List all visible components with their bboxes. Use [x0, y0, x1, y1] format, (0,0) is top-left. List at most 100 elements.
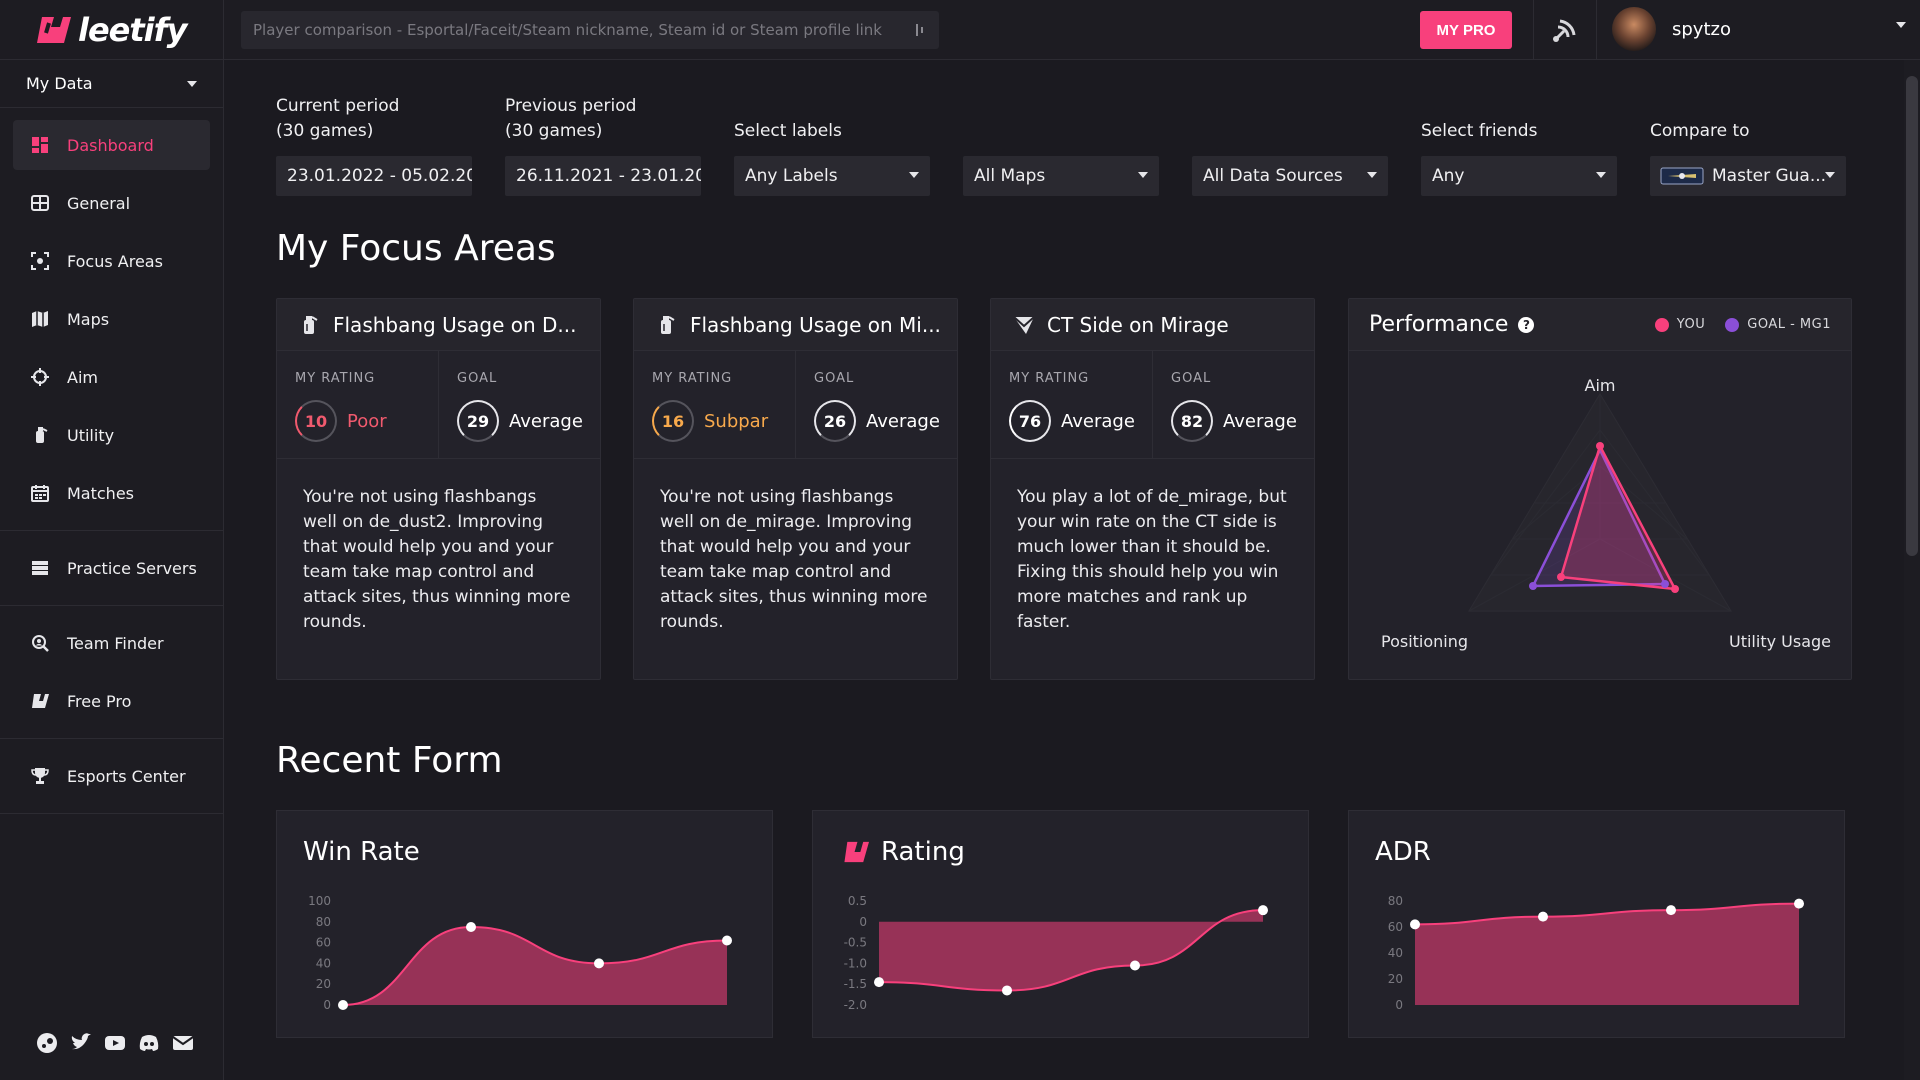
- y-tick-label: 0.5: [848, 894, 867, 908]
- username: spytzo: [1672, 18, 1731, 40]
- my-rating-label: MY RATING: [652, 371, 733, 386]
- my-data-selector[interactable]: My Data: [0, 60, 223, 108]
- leetify-logo-icon: [37, 16, 71, 43]
- goal-label: GOAL: [1171, 371, 1212, 386]
- avatar: [1612, 7, 1656, 51]
- sidebar-item-esports-center[interactable]: Esports Center: [13, 751, 210, 801]
- data-point[interactable]: [1258, 905, 1268, 916]
- twitter-icon[interactable]: [70, 1032, 92, 1054]
- data-point[interactable]: [338, 1000, 348, 1010]
- y-tick-label: -1.0: [844, 956, 867, 970]
- data-point[interactable]: [1666, 905, 1676, 916]
- current-period-input[interactable]: 23.01.2022 - 05.02.2022: [276, 156, 472, 196]
- current-period-filter: Current period (30 games) 23.01.2022 - 0…: [276, 96, 472, 196]
- legend-goal: GOAL - MG1: [1747, 317, 1831, 332]
- sources-select[interactable]: All Data Sources: [1192, 156, 1388, 196]
- sidebar-item-dashboard[interactable]: Dashboard: [13, 120, 210, 170]
- page-scrollbar[interactable]: [1904, 60, 1920, 1080]
- data-point[interactable]: [1410, 919, 1420, 930]
- mail-icon[interactable]: [172, 1032, 194, 1054]
- you-point-utility: [1671, 585, 1679, 593]
- my-rating-value: 10: [304, 411, 328, 431]
- map-icon: [32, 311, 48, 327]
- friends-select[interactable]: Any: [1421, 156, 1617, 196]
- sidebar-item-aim[interactable]: Aim: [13, 352, 210, 402]
- flashbang-icon: [304, 315, 318, 334]
- sidebar-item-practice-servers[interactable]: Practice Servers: [13, 543, 210, 593]
- data-point[interactable]: [1130, 960, 1140, 971]
- help-icon[interactable]: ?: [1518, 316, 1535, 333]
- focus-card-title: Flashbang Usage on D...: [333, 312, 577, 337]
- radar-axis-aim: Aim: [1585, 376, 1616, 395]
- goal-value: 29: [466, 411, 490, 431]
- labels-select[interactable]: Any Labels: [734, 156, 930, 196]
- logo[interactable]: leetify: [0, 0, 223, 60]
- sidebar-item-matches[interactable]: Matches: [13, 468, 210, 518]
- current-period-label: Current period: [276, 96, 400, 116]
- y-tick-label: 0: [1395, 998, 1403, 1012]
- friends-value: Any: [1432, 166, 1465, 186]
- my-pro-button[interactable]: MY PRO: [1420, 11, 1512, 49]
- y-tick-label: -2.0: [844, 998, 867, 1012]
- user-menu-chevron-icon[interactable]: [1896, 22, 1906, 28]
- focus-card-title: CT Side on Mirage: [1047, 312, 1229, 337]
- sidebar-item-focus-areas[interactable]: Focus Areas: [13, 236, 210, 286]
- current-period-games: (30 games): [276, 121, 374, 141]
- data-point[interactable]: [1002, 985, 1012, 996]
- chevron-down-icon: [1138, 172, 1148, 178]
- grenade-icon: [36, 427, 48, 443]
- maps-value: All Maps: [974, 166, 1046, 186]
- current-period-value: 23.01.2022 - 05.02.2022: [287, 166, 472, 186]
- compare-select[interactable]: Master Gua...: [1650, 156, 1846, 196]
- focus-card[interactable]: Flashbang Usage on Mi... MY RATING 16 Su…: [633, 298, 958, 680]
- scrollbar-thumb[interactable]: [1906, 76, 1918, 556]
- search-input[interactable]: [253, 21, 915, 39]
- sidebar-item-label: Esports Center: [67, 766, 186, 786]
- focus-card[interactable]: Flashbang Usage on D... MY RATING 10 Poo…: [276, 298, 601, 680]
- sidebar-item-label: Utility: [67, 425, 115, 445]
- player-search[interactable]: [241, 11, 939, 49]
- you-polygon: [1559, 442, 1678, 591]
- sidebar-item-utility[interactable]: Utility: [13, 410, 210, 460]
- data-point[interactable]: [1794, 898, 1804, 909]
- goal-point-positioning: [1529, 582, 1537, 590]
- previous-period-input[interactable]: 26.11.2021 - 23.01.2022: [505, 156, 701, 196]
- sidebar-item-maps[interactable]: Maps: [13, 294, 210, 344]
- data-point[interactable]: [594, 958, 604, 969]
- discord-icon[interactable]: [138, 1032, 160, 1054]
- sidebar-item-team-finder[interactable]: Team Finder: [13, 618, 210, 668]
- data-point[interactable]: [874, 977, 884, 988]
- youtube-icon[interactable]: [104, 1032, 126, 1054]
- nav-group: Team Finder Free Pro: [0, 606, 223, 739]
- y-tick-label: 80: [316, 915, 331, 929]
- series-area: [1415, 903, 1799, 1005]
- data-point[interactable]: [722, 935, 732, 946]
- series-area: [343, 927, 727, 1005]
- focus-card[interactable]: CT Side on Mirage MY RATING 76 Average G…: [990, 298, 1315, 680]
- nav-group: Dashboard General Focus Areas Maps Aim Utilit…: [0, 108, 223, 531]
- trophy-icon: [31, 768, 49, 784]
- recent-form-chart: 80 60 40 20 0: [1388, 894, 1804, 1012]
- live-feed-button[interactable]: [1533, 0, 1597, 60]
- brand-name: leetify: [78, 10, 187, 49]
- data-point[interactable]: [466, 922, 476, 932]
- friends-label: Select friends: [1421, 121, 1538, 141]
- goal-label: GOAL: [814, 371, 855, 386]
- data-point[interactable]: [1538, 911, 1548, 922]
- maps-select[interactable]: All Maps: [963, 156, 1159, 196]
- server-icon: [32, 561, 48, 575]
- sidebar-item-general[interactable]: General: [13, 178, 210, 228]
- sources-value: All Data Sources: [1203, 166, 1343, 186]
- steam-icon[interactable]: [36, 1032, 58, 1054]
- sidebar-item-label: Aim: [67, 367, 98, 387]
- you-point-aim: [1596, 442, 1604, 450]
- you-point-positioning: [1557, 573, 1565, 581]
- sidebar-item-free-pro[interactable]: Free Pro: [13, 676, 210, 726]
- user-menu[interactable]: spytzo: [1612, 7, 1731, 51]
- compare-filter: Compare to Master Gua...: [1650, 96, 1846, 196]
- series-area: [879, 910, 1263, 991]
- performance-radar: Aim Positioning Utility Usage: [1381, 376, 1831, 651]
- sidebar-item-label: Focus Areas: [67, 251, 163, 271]
- goal-text: Average: [866, 410, 940, 432]
- labels-label: Select labels: [734, 121, 842, 141]
